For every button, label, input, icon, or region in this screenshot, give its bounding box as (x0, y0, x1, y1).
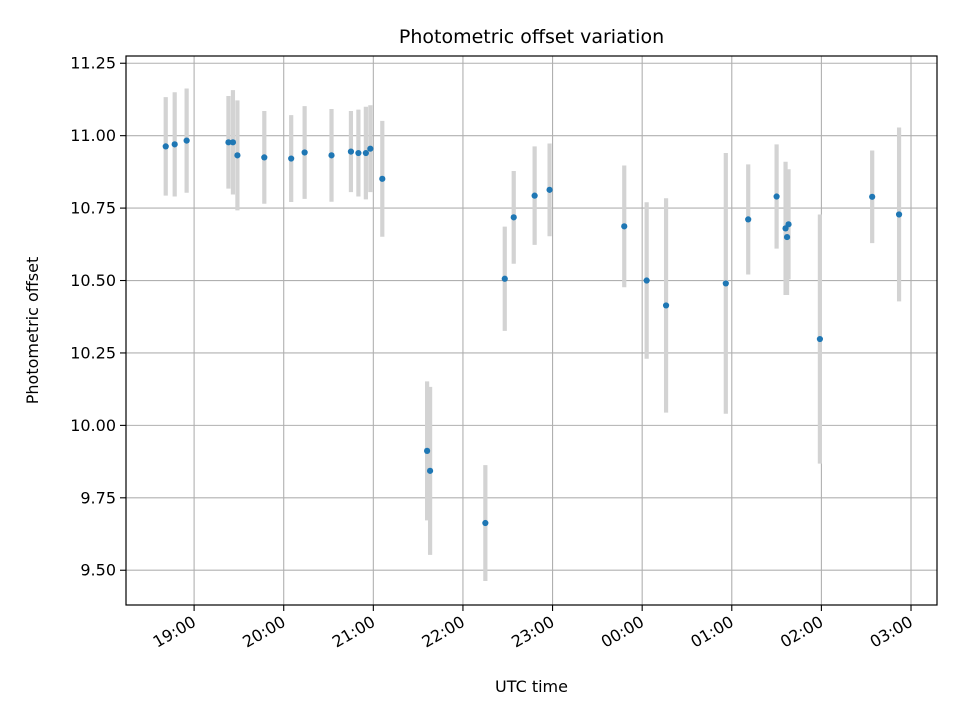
y-tick-label: 10.25 (70, 343, 116, 362)
data-point (501, 275, 508, 282)
y-tick-label: 10.50 (70, 271, 116, 290)
data-point (621, 223, 628, 230)
data-point (183, 137, 190, 144)
data-point (510, 214, 517, 221)
data-point (785, 221, 792, 228)
plot-frame (125, 55, 938, 606)
data-point (869, 193, 876, 200)
data-points (162, 137, 903, 527)
data-point (171, 141, 178, 148)
data-point (783, 233, 791, 241)
x-axis-label: UTC time (495, 677, 568, 696)
data-point (531, 192, 538, 199)
data-point (773, 193, 780, 200)
data-point (722, 280, 729, 287)
data-point (379, 175, 386, 182)
data-point (426, 467, 434, 474)
plot-area (126, 56, 937, 605)
data-point (229, 139, 237, 146)
data-point (234, 152, 241, 159)
data-point (355, 149, 362, 157)
data-point (367, 145, 374, 152)
data-point (347, 148, 355, 155)
data-point (895, 211, 903, 218)
data-point (288, 155, 295, 162)
y-tick-label: 11.25 (70, 54, 116, 73)
y-tick-label: 10.00 (70, 416, 116, 435)
y-tick-label: 9.75 (80, 488, 116, 507)
data-point (546, 186, 553, 193)
data-point (301, 149, 308, 156)
grid-lines (126, 56, 937, 605)
data-point (424, 447, 431, 454)
data-point (745, 216, 752, 223)
data-point (662, 302, 670, 309)
y-tick-label: 11.00 (70, 126, 116, 145)
data-point (482, 519, 489, 527)
chart-title: Photometric offset variation (399, 26, 664, 48)
y-tick-label: 10.75 (70, 199, 116, 218)
data-point (816, 335, 824, 343)
data-point (261, 154, 268, 161)
data-point (643, 277, 650, 284)
y-tick-label: 9.50 (80, 561, 116, 580)
y-axis-ticks: 9.50 9.75 10.00 10.25 10.50 10.75 11.00 11.25 (70, 54, 126, 580)
data-point (162, 143, 169, 150)
data-point (225, 139, 232, 146)
y-axis-label: Photometric offset (23, 257, 42, 405)
data-point (328, 152, 335, 159)
data-point (362, 149, 369, 157)
